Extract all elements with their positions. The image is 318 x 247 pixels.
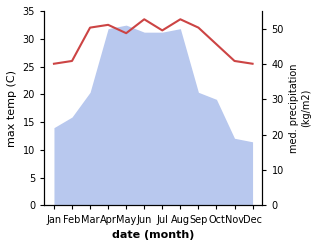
Y-axis label: med. precipitation
(kg/m2): med. precipitation (kg/m2) <box>289 63 311 153</box>
X-axis label: date (month): date (month) <box>112 230 194 240</box>
Y-axis label: max temp (C): max temp (C) <box>7 70 17 147</box>
